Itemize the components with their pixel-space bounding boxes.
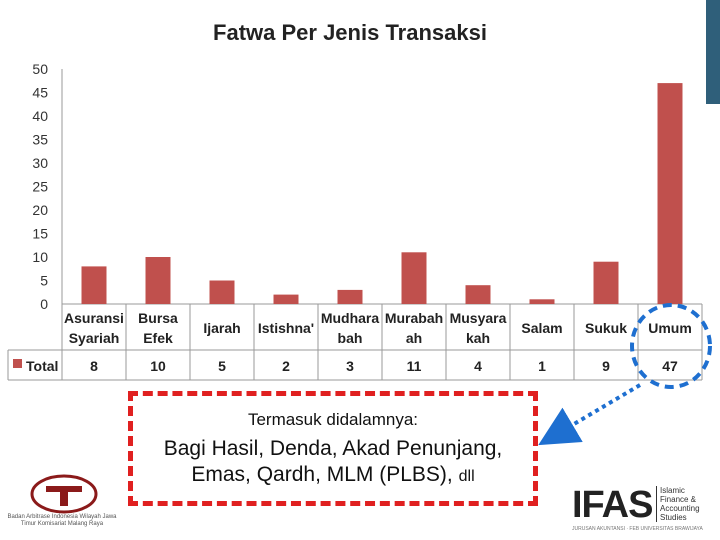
x-category-label: Salam	[521, 320, 562, 336]
y-tick-label: 15	[32, 226, 48, 242]
y-tick-label: 10	[32, 249, 48, 265]
callout-text-dll: dll	[458, 468, 475, 485]
bar	[529, 299, 555, 304]
x-category-label: Ijarah	[203, 320, 240, 336]
y-tick-label: 35	[32, 132, 48, 148]
table-value: 2	[282, 358, 290, 374]
table-value: 47	[662, 358, 678, 374]
bar	[593, 261, 619, 304]
bar	[657, 83, 683, 304]
x-category-label: bah	[338, 330, 363, 346]
x-category-label: Sukuk	[585, 320, 627, 336]
bar	[337, 289, 363, 304]
callout-text-line-2-main: Emas, Qardh, MLM (PLBS),	[191, 463, 453, 486]
x-category-label: ah	[406, 330, 422, 346]
bani-emblem-icon	[30, 474, 98, 514]
x-category-label: Syariah	[69, 330, 120, 346]
x-category-label: Murabah	[385, 310, 443, 326]
x-category-label: Musyara	[450, 310, 507, 326]
table-value: 3	[346, 358, 354, 374]
table-value: 4	[474, 358, 482, 374]
callout-arrow	[538, 383, 642, 446]
edge-accent-bar	[706, 0, 720, 104]
x-category-label: Efek	[143, 330, 173, 346]
callout-text-line-1: Bagi Hasil, Denda, Akad Penunjang,	[163, 437, 503, 460]
bar	[209, 280, 235, 304]
table-value: 9	[602, 358, 610, 374]
callout-heading: Termasuk didalamnya:	[247, 410, 419, 429]
bani-logo	[6, 472, 126, 536]
x-category-label: Mudhara	[321, 310, 380, 326]
callout-text-line-2: Emas, Qardh, MLM (PLBS), dll	[133, 462, 533, 490]
y-tick-label: 20	[32, 202, 48, 218]
bani-logo-caption: Badan Arbitrase Indonesia Wilayah Jawa T…	[7, 514, 117, 527]
y-tick-label: 40	[32, 108, 48, 124]
ifas-footer: JURUSAN AKUNTANSI · FEB UNIVERSITAS BRAW…	[572, 526, 703, 532]
legend-swatch	[13, 359, 22, 368]
y-tick-label: 50	[32, 61, 48, 77]
bar	[81, 266, 107, 304]
y-tick-label: 45	[32, 85, 48, 101]
table-value: 5	[218, 358, 226, 374]
x-category-label: Asuransi	[64, 310, 124, 326]
bar	[273, 294, 299, 304]
x-category-label: Umum	[648, 320, 692, 336]
highlight-circle	[630, 303, 712, 389]
x-category-label: Istishna'	[258, 320, 314, 336]
y-tick-label: 0	[40, 296, 48, 312]
ifas-tagline: Islamic Finance & Accounting Studies	[656, 486, 712, 522]
table-value: 1	[538, 358, 546, 374]
table-value: 11	[407, 358, 422, 374]
ifas-wordmark: IFAS	[572, 484, 653, 526]
ifas-logo: IFAS Islamic Finance & Accounting Studie…	[572, 482, 712, 538]
bar	[465, 285, 491, 304]
bar	[401, 252, 427, 304]
y-tick-label: 30	[32, 155, 48, 171]
y-tick-label: 5	[40, 273, 48, 289]
chart-title: Fatwa Per Jenis Transaksi	[213, 20, 487, 45]
table-series-name: Total	[26, 358, 58, 374]
x-category-label: Bursa	[138, 310, 178, 326]
table-value: 8	[90, 358, 98, 374]
bar	[145, 257, 171, 304]
x-category-label: kah	[466, 330, 490, 346]
callout-box: Termasuk didalamnya: Bagi Hasil, Denda, …	[128, 391, 538, 506]
y-tick-label: 25	[32, 179, 48, 195]
table-value: 10	[150, 358, 166, 374]
